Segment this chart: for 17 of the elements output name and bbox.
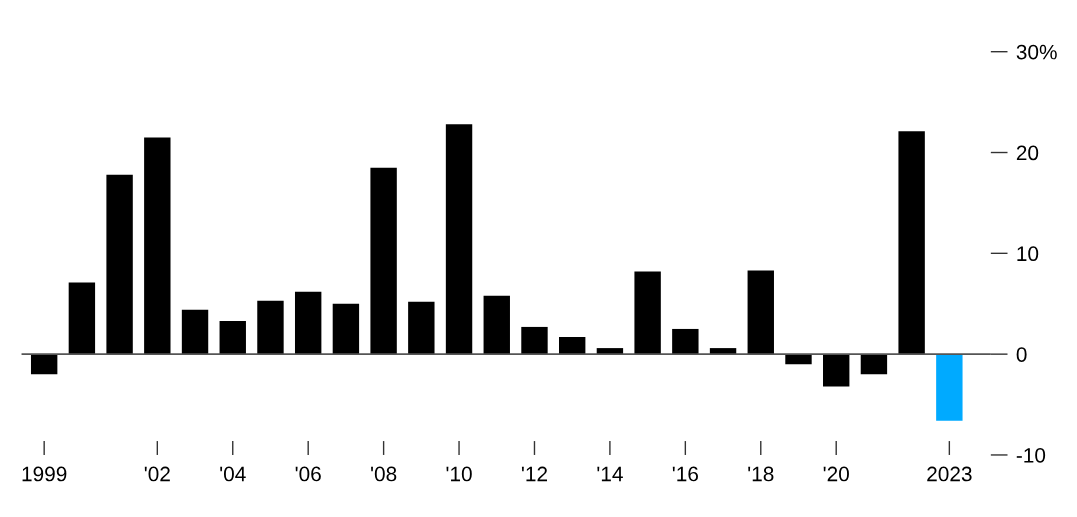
x-tick-label: '02 bbox=[144, 466, 170, 482]
y-tick-label: 20 bbox=[1016, 145, 1039, 161]
x-tick-label: '04 bbox=[220, 466, 246, 482]
y-tick-label: 10 bbox=[1017, 246, 1039, 262]
x-tick-label: '08 bbox=[371, 466, 397, 482]
x-tick-label: 1999 bbox=[22, 466, 67, 482]
x-tick-label: '12 bbox=[521, 466, 548, 482]
x-tick-label: '14 bbox=[597, 466, 623, 482]
x-tick-label: '10 bbox=[446, 466, 472, 482]
x-tick-label: '06 bbox=[295, 466, 321, 482]
y-tick-label: -10 bbox=[1016, 447, 1046, 463]
x-tick-label: '18 bbox=[748, 466, 774, 482]
y-tick-label: 30% bbox=[1016, 44, 1057, 60]
x-tick-label: '20 bbox=[823, 466, 849, 482]
x-tick-label: 2023 bbox=[927, 466, 972, 482]
y-tick-label: 0 bbox=[1016, 347, 1027, 362]
x-tick-label: '16 bbox=[672, 466, 698, 482]
